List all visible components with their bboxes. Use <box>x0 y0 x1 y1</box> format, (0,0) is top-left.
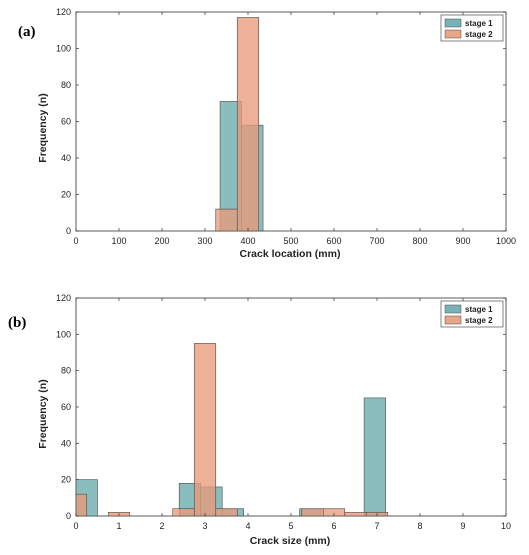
x-tick-label: 9 <box>460 521 465 531</box>
y-tick-label: 120 <box>56 293 71 303</box>
chart-panel-a: (a) Crack location (mm) Frequency (n) 0 1… <box>18 7 516 260</box>
y-tick-label: 0 <box>66 511 71 521</box>
x-tick-label: 500 <box>283 236 298 246</box>
x-tick-label: 3 <box>202 521 207 531</box>
legend-a: stage 1 stage 2 <box>440 14 504 42</box>
x-tick-label: 1000 <box>496 236 516 246</box>
x-tick-label: 700 <box>369 236 384 246</box>
bar-stage2 <box>301 508 324 517</box>
x-tick-label: 600 <box>326 236 341 246</box>
y-tick-label: 20 <box>61 475 71 485</box>
panel-label-b: (b) <box>8 315 26 331</box>
legend-swatch-stage1 <box>444 18 462 28</box>
x-axis-label-a: Crack location (mm) <box>240 248 341 260</box>
x-tick-label: 4 <box>245 521 250 531</box>
y-tick-label: 100 <box>56 329 71 339</box>
bar-stage2 <box>215 208 238 232</box>
x-tick-label: 800 <box>412 236 427 246</box>
y-tick-label: 20 <box>61 190 71 200</box>
x-tick-label: 7 <box>374 521 379 531</box>
y-tick-label: 40 <box>61 438 71 448</box>
legend-label-stage1: stage 1 <box>465 19 493 28</box>
x-tick-label: 8 <box>417 521 422 531</box>
legend-label-stage1: stage 1 <box>465 305 493 314</box>
plot-frame-b <box>75 297 507 517</box>
x-tick-label: 1 <box>116 521 121 531</box>
bar-stage2 <box>172 508 195 517</box>
y-tick-label: 80 <box>61 80 71 90</box>
legend-b: stage 1 stage 2 <box>440 300 504 328</box>
chart-panel-b: (b) Crack size (mm) Frequency (n) 0 1 2 3 4 5… <box>8 293 511 547</box>
legend-swatch-stage1 <box>444 304 462 314</box>
bar-stage2 <box>75 493 88 517</box>
y-axis-label-b: Frequency (n) <box>37 379 49 448</box>
x-tick-label: 5 <box>288 521 293 531</box>
y-tick-label: 60 <box>61 117 71 127</box>
y-tick-label: 60 <box>61 402 71 412</box>
y-tick-label: 100 <box>56 44 71 54</box>
x-tick-label: 300 <box>197 236 212 246</box>
x-tick-label: 6 <box>331 521 336 531</box>
y-tick-label: 0 <box>66 226 71 236</box>
bar-stage2 <box>215 508 238 517</box>
bar-stage2 <box>193 343 217 517</box>
panel-label-a: (a) <box>18 24 36 40</box>
bar-stage2 <box>344 512 367 517</box>
plot-frame-a <box>75 11 507 232</box>
legend-label-stage2: stage 2 <box>465 30 493 39</box>
bar-stage1 <box>363 397 386 517</box>
x-tick-label: 400 <box>240 236 255 246</box>
x-tick-label: 900 <box>455 236 470 246</box>
x-tick-label: 200 <box>154 236 169 246</box>
x-tick-label: 10 <box>501 521 511 531</box>
bar-stage2 <box>236 17 260 232</box>
legend-swatch-stage2 <box>444 315 462 325</box>
legend-label-stage2: stage 2 <box>465 316 493 325</box>
x-tick-label: 0 <box>73 236 78 246</box>
x-axis-label-b: Crack size (mm) <box>250 535 331 547</box>
legend-swatch-stage2 <box>444 29 462 39</box>
y-tick-label: 120 <box>56 7 71 17</box>
x-tick-label: 2 <box>159 521 164 531</box>
y-tick-label: 40 <box>61 153 71 163</box>
x-tick-label: 100 <box>111 236 126 246</box>
y-axis-label-a: Frequency (n) <box>37 93 49 162</box>
y-tick-label: 80 <box>61 366 71 376</box>
x-tick-label: 0 <box>73 521 78 531</box>
